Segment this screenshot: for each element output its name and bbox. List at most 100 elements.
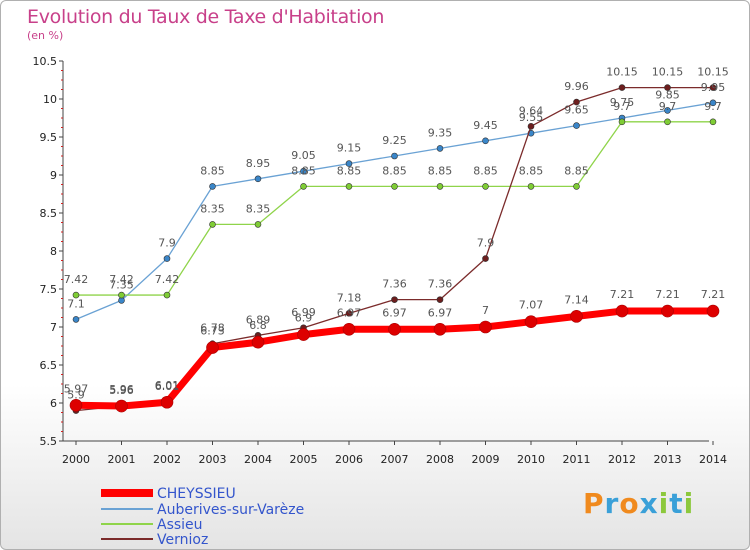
x-tick-label: 2000 (62, 453, 90, 466)
data-label-vernioz: 6.99 (291, 306, 316, 319)
data-label-cheyssieu: 7.21 (610, 288, 635, 301)
data-label-assieu: 7.42 (109, 273, 134, 286)
data-label-assieu: 8.85 (382, 164, 407, 177)
data-point-cheyssieu (479, 320, 492, 334)
y-unit-label: (en %) (27, 29, 64, 42)
x-tick-label: 2014 (699, 453, 727, 466)
y-tick-label: 9.5 (40, 131, 58, 144)
legend-label-vernioz: Vernioz (157, 532, 208, 548)
y-tick-label: 5.5 (40, 435, 58, 448)
data-point-cheyssieu (251, 335, 265, 349)
data-point-auberives-sur-var-ze (72, 316, 80, 323)
legend-label-assieu: Assieu (157, 517, 203, 533)
x-tick-label: 2002 (153, 453, 181, 466)
data-point-assieu (618, 118, 626, 126)
data-label-vernioz: 9.64 (519, 104, 544, 117)
x-tick-label: 2004 (244, 453, 272, 466)
data-label-assieu: 8.85 (473, 164, 498, 177)
data-label-cheyssieu: 6.97 (382, 306, 407, 319)
data-point-auberives-sur-var-ze (163, 255, 171, 262)
data-label-auberives-sur-var-ze: 9.05 (291, 149, 316, 162)
data-point-assieu (72, 291, 80, 299)
data-point-vernioz (527, 123, 535, 130)
data-point-cheyssieu (706, 304, 720, 318)
x-tick-label: 2009 (472, 453, 500, 466)
data-label-vernioz: 7.36 (428, 278, 453, 291)
data-label-cheyssieu: 6.8 (249, 319, 267, 332)
x-tick-label: 2005 (290, 453, 318, 466)
data-label-vernioz: 7.9 (477, 237, 495, 250)
data-point-auberives-sur-var-ze (391, 152, 398, 160)
data-point-cheyssieu (433, 322, 447, 336)
x-tick-label: 2011 (563, 453, 591, 466)
data-point-assieu (254, 221, 262, 228)
data-point-assieu (527, 183, 535, 190)
data-label-cheyssieu: 5.96 (109, 383, 134, 396)
data-label-vernioz: 5.96 (109, 384, 134, 397)
y-tick-label: 7.5 (40, 283, 58, 296)
data-point-assieu (118, 291, 125, 299)
data-label-assieu: 9.7 (704, 100, 722, 113)
data-point-auberives-sur-var-ze (482, 137, 489, 145)
data-point-cheyssieu (388, 322, 401, 336)
data-label-auberives-sur-var-ze: 9.85 (655, 88, 680, 101)
data-label-auberives-sur-var-ze: 9.15 (337, 142, 362, 155)
data-point-assieu (300, 183, 307, 190)
data-label-auberives-sur-var-ze: 7.35 (109, 278, 134, 291)
data-label-cheyssieu: 6.97 (337, 306, 362, 319)
data-point-auberives-sur-var-ze (254, 175, 262, 183)
data-point-vernioz (345, 310, 353, 317)
data-label-assieu: 8.85 (291, 164, 316, 177)
data-label-cheyssieu: 7.07 (519, 299, 544, 312)
data-point-vernioz (436, 296, 444, 303)
data-point-cheyssieu (160, 395, 174, 409)
x-tick-label: 2001 (108, 453, 136, 466)
data-label-auberives-sur-var-ze: 9.95 (701, 81, 726, 94)
data-label-vernioz: 10.15 (697, 66, 729, 79)
data-label-assieu: 8.35 (200, 202, 225, 215)
y-tick-label: 10.5 (33, 55, 58, 68)
legend-label-cheyssieu: CHEYSSIEU (157, 486, 236, 502)
data-label-auberives-sur-var-ze: 9.55 (519, 111, 544, 124)
data-label-cheyssieu: 7.14 (564, 293, 589, 306)
data-label-auberives-sur-var-ze: 8.95 (246, 157, 271, 170)
data-point-cheyssieu (615, 304, 629, 318)
proxiti-logo: Proxiti (583, 487, 695, 520)
data-label-assieu: 8.85 (564, 164, 589, 177)
x-tick-label: 2012 (608, 453, 636, 466)
y-tick-label: 8 (50, 245, 57, 258)
data-label-vernioz: 5.9 (67, 389, 85, 402)
data-label-assieu: 9.7 (613, 100, 631, 113)
data-point-cheyssieu (524, 315, 538, 328)
data-point-auberives-sur-var-ze (209, 183, 216, 190)
data-point-vernioz (391, 296, 398, 303)
x-tick-label: 2010 (517, 453, 545, 466)
data-label-cheyssieu: 6.9 (295, 312, 313, 325)
data-label-auberives-sur-var-ze: 8.85 (200, 164, 225, 177)
data-point-vernioz (618, 84, 626, 91)
data-label-cheyssieu: 7.21 (655, 288, 680, 301)
data-point-vernioz (573, 98, 580, 106)
y-tick-label: 6 (50, 397, 57, 410)
data-point-assieu (709, 118, 717, 126)
chart-title: Evolution du Taux de Taxe d'Habitation (27, 6, 385, 28)
data-label-assieu: 7.42 (155, 273, 180, 286)
data-point-cheyssieu (297, 328, 310, 341)
data-point-vernioz (664, 84, 671, 91)
data-label-vernioz: 7.36 (382, 278, 407, 291)
data-point-cheyssieu (342, 322, 356, 336)
data-label-auberives-sur-var-ze: 9.65 (564, 104, 589, 117)
series-line-assieu (76, 121, 713, 296)
data-point-assieu (209, 221, 216, 228)
x-tick-label: 2008 (426, 453, 454, 466)
data-label-vernioz: 6.01 (155, 380, 180, 393)
data-point-auberives-sur-var-ze (709, 99, 717, 107)
y-tick-label: 10 (43, 93, 57, 106)
data-label-auberives-sur-var-ze: 7.1 (67, 297, 85, 310)
x-tick-label: 2003 (199, 453, 227, 466)
data-label-auberives-sur-var-ze: 9.75 (610, 96, 635, 109)
data-point-assieu (391, 183, 398, 190)
y-tick-label: 8.5 (40, 207, 58, 220)
